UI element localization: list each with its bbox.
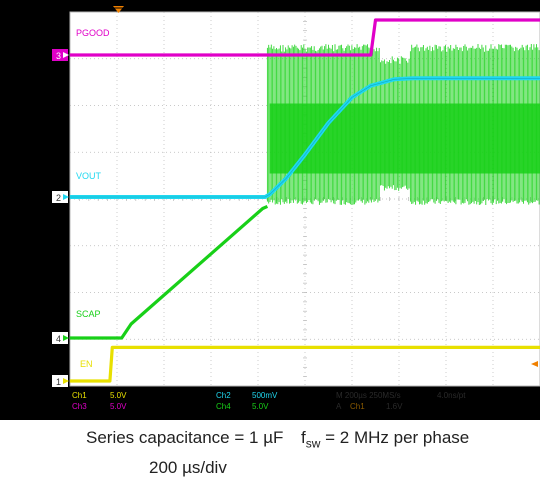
readout-ch2-scale: 500mV	[252, 391, 278, 400]
channel-markers: 3 2 4 1	[0, 6, 540, 387]
caption-switching-frequency: fsw = 2 MHz per phase	[301, 428, 469, 450]
readout-trigger-mode: A	[336, 402, 342, 411]
channel-marker-box	[52, 49, 68, 61]
channel-marker-arrow	[63, 194, 69, 200]
caption-fsw-rest: = 2 MHz per phase	[320, 428, 470, 447]
trace-scap	[70, 204, 269, 340]
channel-marker-box	[52, 191, 68, 203]
readout-trigger-ch: Ch1	[350, 402, 365, 411]
caption-series-capacitance: Series capacitance = 1 µF	[86, 428, 284, 447]
readout-ch3: Ch3	[72, 402, 87, 411]
caption-time-per-div: 200 µs/div	[149, 458, 227, 477]
readout-ch1-scale: 5.0V	[110, 391, 127, 400]
trace-vout-noise	[70, 78, 540, 198]
channel-marker-2: 2	[52, 191, 69, 203]
oscilloscope-chart: 3 2 4 1 PGOOD VOUT SCAP EN Ch1 5.0V Ch3 5.0…	[0, 0, 540, 420]
channel-marker-box	[52, 332, 68, 344]
channel-marker-4: 4	[52, 332, 69, 344]
traces	[70, 18, 540, 383]
label-scap: SCAP	[76, 309, 101, 319]
readout-ch1: Ch1	[72, 391, 87, 400]
trigger-level-marker	[531, 361, 538, 367]
channel-marker-3: 3	[52, 49, 69, 61]
caption-fsw-sub: sw	[305, 436, 321, 451]
label-pgood: PGOOD	[76, 28, 110, 38]
channel-marker-arrow	[63, 52, 69, 58]
trace-en	[70, 345, 540, 383]
label-vout: VOUT	[76, 171, 102, 181]
channel-marker-arrow	[63, 378, 69, 384]
channel-marker-1: 1	[52, 375, 69, 387]
readout-record: 4.0ns/pt	[437, 391, 466, 400]
caption-fsw-f: f	[301, 428, 306, 447]
channel-marker-number: 3	[56, 51, 61, 61]
readout-ch3-scale: 5.0V	[110, 402, 127, 411]
channel-marker-number: 4	[56, 334, 61, 344]
readout-ch4: Ch4	[216, 402, 231, 411]
readout-ch2: Ch2	[216, 391, 231, 400]
channel-marker-box	[52, 375, 68, 387]
trace-pgood	[70, 18, 540, 57]
readout-horizontal: M 200µs 250MS/s	[336, 391, 401, 400]
channel-marker-arrow	[63, 335, 69, 341]
readout-ch4-scale: 5.0V	[252, 402, 269, 411]
channel-marker-number: 1	[56, 377, 61, 387]
readout-trigger-level: 1.6V	[386, 402, 403, 411]
scap-envelope-core	[269, 103, 540, 174]
readout-panel: Ch1 5.0V Ch3 5.0V Ch2 500mV Ch4 5.0V M 2…	[72, 391, 466, 411]
label-en: EN	[80, 359, 93, 369]
channel-marker-number: 2	[56, 193, 61, 203]
